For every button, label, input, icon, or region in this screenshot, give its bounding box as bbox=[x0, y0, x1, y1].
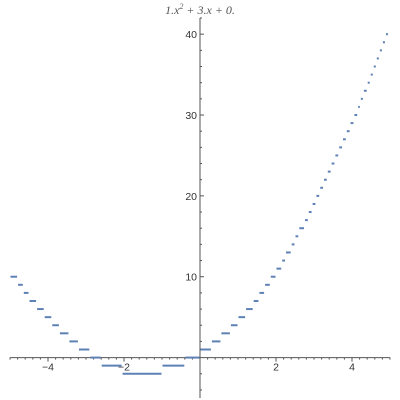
chart-title-var-1: x bbox=[173, 3, 180, 17]
x-tick-label: 4 bbox=[349, 362, 355, 374]
y-tick-label: 20 bbox=[185, 191, 197, 203]
chart-title-var-2: x bbox=[206, 3, 213, 17]
x-tick-label: −2 bbox=[118, 362, 130, 374]
chart-title-mid: + 3. bbox=[183, 3, 206, 17]
chart-title-exponent: 2 bbox=[179, 2, 183, 11]
y-tick-label: 40 bbox=[185, 29, 197, 41]
chart-title: 1.x2 + 3.x + 0. bbox=[165, 2, 235, 17]
x-tick-label: 2 bbox=[273, 362, 279, 374]
y-tick-label: 30 bbox=[185, 110, 197, 122]
x-tick-label: −4 bbox=[42, 362, 54, 374]
series-group bbox=[10, 33, 388, 375]
chart-title-tail: + 0. bbox=[212, 3, 235, 17]
chart-title-lead: 1. bbox=[165, 3, 174, 17]
y-tick-label: 10 bbox=[185, 272, 197, 284]
axes: −4 −2 2 4 10 20 30 40 bbox=[9, 17, 391, 398]
